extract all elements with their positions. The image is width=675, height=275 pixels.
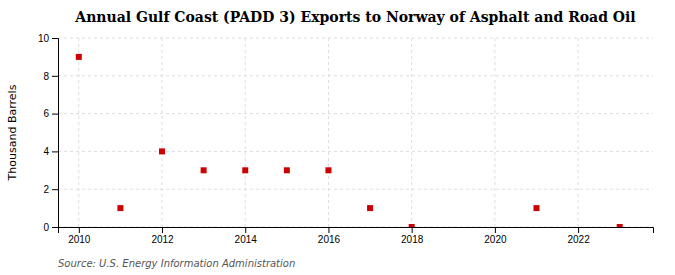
x-tick-mark: [79, 227, 80, 233]
grid: [58, 38, 653, 227]
x-tick: 2012: [151, 227, 174, 245]
point: [284, 167, 290, 173]
x-tick-mark: [245, 227, 246, 233]
x-grid-line: [494, 38, 495, 227]
y-tick-mark: [52, 38, 58, 39]
y-tick: 6: [43, 108, 58, 119]
x-tick-label: 2012: [151, 234, 174, 245]
y-tick: 10: [38, 33, 58, 44]
y-tick-mark: [52, 151, 58, 152]
point: [201, 167, 207, 173]
x-tick: 2018: [401, 227, 424, 245]
x-tick-label: 2016: [318, 234, 341, 245]
x-tick-mark: [578, 227, 579, 233]
y-tick-mark: [52, 114, 58, 115]
y-tick-label: 2: [43, 184, 49, 195]
y-tick-label: 0: [43, 222, 49, 233]
chart: 2010 2012 2014 2016 2018 2020 2022 0 2 4 6 8 10 Annua…: [0, 0, 675, 275]
x-tick: 2014: [235, 227, 258, 245]
x-tick-label: 2022: [567, 234, 590, 245]
y-tick: 8: [43, 71, 58, 82]
x-grid-line: [78, 38, 79, 227]
points: [76, 54, 623, 227]
y-tick-mark: [52, 76, 58, 77]
x-grid-line: [411, 38, 412, 227]
plot-area: 2010 2012 2014 2016 2018 2020 2022 0 2 4 6 8 10: [38, 33, 654, 245]
y-tick-label: 10: [38, 33, 50, 44]
x-tick: 2022: [567, 227, 590, 245]
y-tick: 4: [43, 146, 58, 157]
y-axis-title: Thousand Barrels: [6, 84, 19, 181]
x-tick-mark: [412, 227, 413, 233]
x-grid-line: [328, 38, 329, 227]
x-tick-mark: [328, 227, 329, 233]
x-tick-label: 2020: [484, 234, 507, 245]
x-tick: 2020: [484, 227, 507, 245]
y-tick-mark: [52, 227, 58, 228]
point: [409, 224, 415, 227]
point: [325, 167, 331, 173]
point: [533, 205, 539, 211]
point: [117, 205, 123, 211]
x-grid-line: [245, 38, 246, 227]
x-axis: 2010 2012 2014 2016 2018 2020 2022: [59, 227, 654, 245]
y-grid-line: [58, 38, 653, 39]
y-tick-label: 6: [43, 108, 49, 119]
y-grid-line: [58, 189, 653, 190]
title: Annual Gulf Coast (PADD 3) Exports to No…: [74, 9, 635, 25]
x-grid-line: [578, 38, 579, 227]
y-tick: 2: [43, 184, 58, 195]
x-tick: 2010: [68, 227, 91, 245]
x-tick-label: 2018: [401, 234, 424, 245]
x-tick-label: 2014: [235, 234, 258, 245]
y-grid-line: [58, 113, 653, 114]
point: [367, 205, 373, 211]
point: [76, 54, 82, 60]
y-axis: 0 2 4 6 8 10: [38, 33, 59, 233]
x-axis-line: [59, 228, 654, 234]
x-tick-label: 2010: [68, 234, 91, 245]
point: [242, 167, 248, 173]
point: [159, 148, 165, 154]
point: [617, 224, 623, 227]
y-tick-label: 8: [43, 71, 49, 82]
x-tick-mark: [495, 227, 496, 233]
x-grid-line: [162, 38, 163, 227]
y-axis-line: [52, 39, 59, 228]
y-tick-label: 4: [43, 146, 49, 157]
y-grid-line: [58, 151, 653, 152]
y-grid-line: [58, 75, 653, 76]
y-tick-mark: [52, 189, 58, 190]
source: Source: U.S. Energy Information Administ…: [58, 258, 295, 269]
x-tick: 2016: [318, 227, 341, 245]
x-tick-mark: [162, 227, 163, 233]
y-tick: 0: [43, 222, 58, 233]
